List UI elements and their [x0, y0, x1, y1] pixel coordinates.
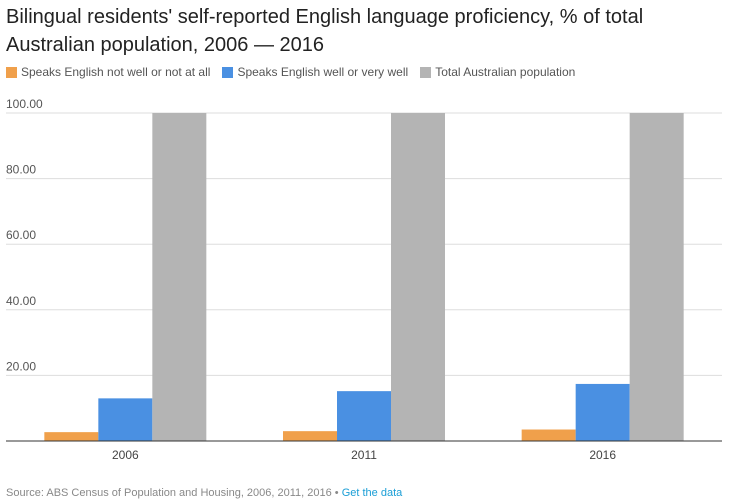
legend-swatch-total — [420, 66, 432, 78]
legend-label-not-well: Speaks English not well or not at all — [21, 65, 211, 79]
legend-swatch-well — [222, 66, 234, 78]
bar-2011-series-0 — [283, 431, 337, 441]
legend-label-well: Speaks English well or very well — [237, 65, 409, 79]
bar-2011-series-2 — [391, 113, 445, 441]
get-data-link[interactable]: Get the data — [341, 487, 403, 499]
bar-2011-series-1 — [337, 391, 391, 441]
bar-2006-series-1 — [98, 398, 153, 441]
source-line: Source: ABS Census of Population and Hou… — [6, 487, 402, 499]
y-tick-label: 20.00 — [6, 359, 36, 373]
x-tick-label: 2016 — [589, 448, 616, 462]
y-tick-label: 100.00 — [6, 97, 43, 111]
legend-label-total: Total Australian population — [435, 65, 576, 79]
legend-swatch-not-well — [6, 66, 17, 78]
y-tick-label: 40.00 — [6, 294, 36, 308]
y-tick-label: 80.00 — [6, 163, 36, 177]
bar-2016-series-0 — [521, 429, 576, 441]
source-text: Source: ABS Census of Population and Hou… — [6, 487, 342, 499]
y-tick-label: 60.00 — [6, 228, 36, 242]
chart-title: Bilingual residents' self-reported Engli… — [6, 6, 644, 56]
bar-2016-series-2 — [629, 113, 684, 441]
legend-item-total: Total Australian population — [420, 65, 575, 79]
x-tick-label: 2006 — [112, 448, 139, 462]
legend-item-not-well: Speaks English not well or not at all — [6, 65, 210, 79]
x-tick-label: 2011 — [351, 448, 377, 462]
chart-canvas: 20.00 40.00 60.00 80.00 100.00 2006 2011 2016 — [6, 97, 722, 462]
legend: Speaks English not well or not at all Sp… — [6, 65, 587, 79]
bar-2016-series-1 — [575, 383, 630, 441]
bar-2006-series-2 — [152, 113, 207, 441]
bar-2006-series-0 — [44, 432, 99, 441]
legend-item-well: Speaks English well or very well — [222, 65, 408, 79]
